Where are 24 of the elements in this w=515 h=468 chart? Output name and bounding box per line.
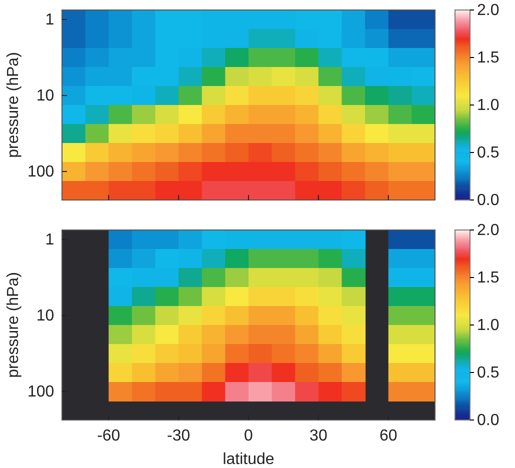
color-bar-label: 0.5 xyxy=(477,364,500,382)
y-axis-title: pressure (hPa) xyxy=(5,52,22,158)
color-bar-label: 1.0 xyxy=(477,317,500,334)
y-tick-label: 10 xyxy=(36,308,54,325)
x-tick-label: 30 xyxy=(310,428,328,445)
x-tick-label: -60 xyxy=(97,428,120,445)
color-bar-label: 1.0 xyxy=(477,97,500,114)
y-tick-label: 100 xyxy=(27,164,54,181)
color-bar-label: 1.5 xyxy=(477,50,500,67)
color-bar-label: 1.5 xyxy=(477,270,500,287)
x-axis-title: latitude xyxy=(222,451,274,468)
y-axis-title: pressure (hPa) xyxy=(5,272,22,378)
x-tick-label: 0 xyxy=(244,428,254,445)
x-tick-label: 60 xyxy=(379,428,398,445)
y-tick-label: 1 xyxy=(45,12,54,29)
color-bar-label: 0.5 xyxy=(477,144,500,162)
x-tick-label: -30 xyxy=(167,428,190,445)
color-bar-label: 0.0 xyxy=(477,412,500,430)
y-tick-label: 1 xyxy=(45,232,54,249)
y-tick-label: 100 xyxy=(27,384,54,401)
y-tick-label: 10 xyxy=(36,88,54,105)
color-bar-label: 2.0 xyxy=(477,222,500,240)
color-bar-label: 0.0 xyxy=(477,192,500,210)
color-bar-label: 2.0 xyxy=(477,2,500,20)
